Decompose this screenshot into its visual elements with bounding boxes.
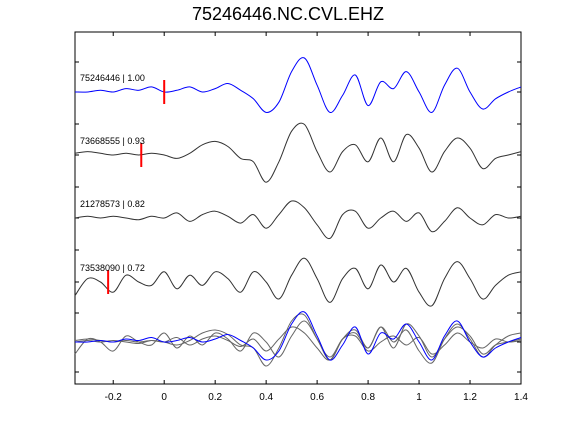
x-tick-label: -0.2 bbox=[105, 392, 123, 403]
x-tick-label: 1 bbox=[416, 392, 422, 403]
trace-line bbox=[74, 122, 522, 183]
x-tick-label: 1.4 bbox=[514, 392, 528, 403]
overlay-group bbox=[74, 311, 522, 367]
trace-label: 75246446 | 1.00 bbox=[80, 73, 145, 83]
x-tick-label: 1.2 bbox=[463, 392, 477, 403]
trace-label: 73668555 | 0.93 bbox=[80, 136, 145, 146]
overlay-line bbox=[74, 311, 522, 361]
trace-line bbox=[74, 257, 522, 307]
trace-labels: 75246446 | 1.00 73668555 | 0.93 21278573 |… bbox=[80, 73, 145, 273]
overlay-line bbox=[74, 326, 522, 361]
axis-ticks: -0.2 0 0.2 0.4 0.6 0.8 1 1.2 1.4 bbox=[75, 32, 528, 403]
trace-label: 73538090 | 0.72 bbox=[80, 263, 145, 273]
trace-line bbox=[74, 200, 522, 240]
trace-line bbox=[74, 57, 522, 113]
x-tick-label: 0.6 bbox=[310, 392, 324, 403]
chart-title: 75246446.NC.CVL.EHZ bbox=[191, 4, 385, 24]
x-tick-label: 0.4 bbox=[259, 392, 273, 403]
x-tick-label: 0.8 bbox=[361, 392, 375, 403]
x-tick-label: 0 bbox=[161, 392, 167, 403]
trace-label: 21278573 | 0.82 bbox=[80, 199, 145, 209]
x-tick-label: 0.2 bbox=[208, 392, 222, 403]
overlay-line bbox=[74, 320, 522, 364]
plot-frame bbox=[74, 31, 522, 385]
trace-group bbox=[74, 57, 522, 307]
